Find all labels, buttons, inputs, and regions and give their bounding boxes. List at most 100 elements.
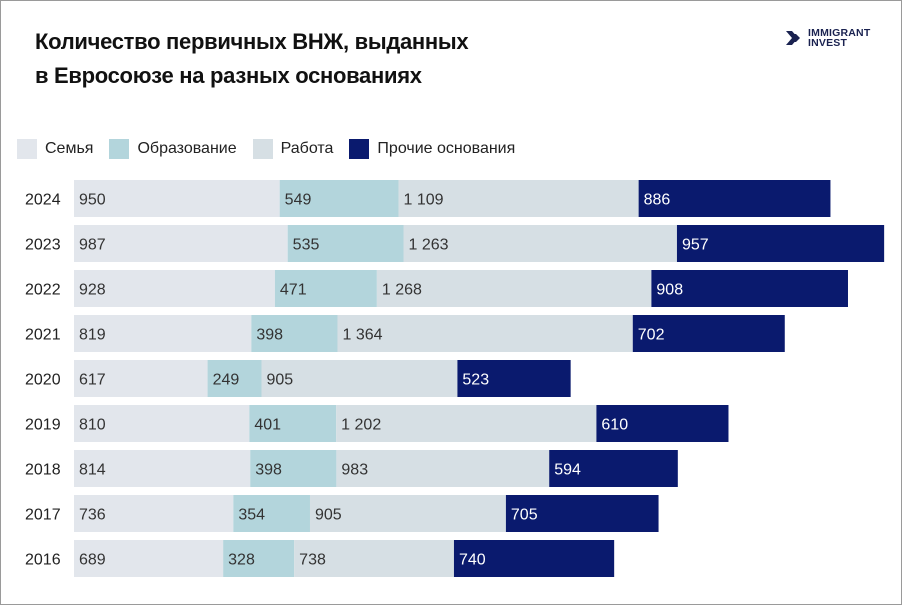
legend: Семья Образование Работа Прочие основани… — [17, 139, 531, 159]
category-label: 2022 — [25, 282, 61, 299]
category-label: 2020 — [25, 372, 61, 389]
category-label: 2016 — [25, 552, 61, 569]
data-label: 401 — [254, 417, 281, 434]
bar-segment — [596, 405, 729, 442]
bar-segment — [505, 495, 659, 532]
bar-segment — [336, 450, 550, 487]
data-label: 354 — [238, 507, 265, 524]
bar-segment — [638, 180, 831, 217]
data-label: 702 — [638, 327, 665, 344]
data-label: 535 — [293, 237, 320, 254]
data-label: 398 — [256, 327, 283, 344]
legend-swatch — [109, 139, 130, 159]
title-line-1: Количество первичных ВНЖ, выданных — [35, 29, 469, 54]
bar-segment — [207, 360, 262, 397]
data-label: 689 — [79, 552, 106, 569]
bar-segment — [337, 315, 633, 352]
data-label: 594 — [554, 462, 581, 479]
data-label: 810 — [79, 417, 106, 434]
data-label: 814 — [79, 462, 106, 479]
bar-segment — [233, 495, 310, 532]
legend-label: Семья — [45, 140, 94, 157]
bar-segment — [74, 540, 224, 577]
chart-title: Количество первичных ВНЖ, выданных в Евр… — [35, 25, 469, 93]
data-label: 523 — [462, 372, 489, 389]
data-label: 1 263 — [409, 237, 449, 254]
bar-segment — [223, 540, 295, 577]
title-line-2: в Евросоюзе на разных основаниях — [35, 63, 422, 88]
data-label: 398 — [255, 462, 282, 479]
data-label: 819 — [79, 327, 106, 344]
bar-segment — [274, 270, 377, 307]
data-label: 1 202 — [341, 417, 381, 434]
data-label: 736 — [79, 507, 106, 524]
bar-segment — [249, 405, 337, 442]
data-label: 249 — [213, 372, 240, 389]
legend-label: Образование — [137, 140, 237, 157]
bar-segment — [309, 495, 506, 532]
data-label: 950 — [79, 192, 106, 209]
bar-segment — [251, 315, 338, 352]
bar-segment — [74, 405, 250, 442]
category-label: 2018 — [25, 462, 61, 479]
logo-chevron-icon — [786, 31, 800, 45]
data-label: 617 — [79, 372, 106, 389]
data-label: 886 — [644, 192, 671, 209]
bar-segment — [453, 540, 615, 577]
legend-swatch — [17, 139, 37, 159]
legend-item-education: Образование — [109, 139, 237, 159]
category-label: 2021 — [25, 327, 61, 344]
bar-segment — [549, 450, 678, 487]
data-label: 705 — [511, 507, 538, 524]
bar-segment — [676, 225, 885, 262]
legend-item-work: Работа — [252, 139, 334, 159]
logo-line-1: IMMIGRANT — [808, 27, 871, 39]
bar-segment — [294, 540, 454, 577]
bar-segment — [74, 225, 288, 262]
bar-segment — [74, 450, 251, 487]
data-label: 957 — [682, 237, 709, 254]
data-label: 740 — [459, 552, 486, 569]
data-label: 987 — [79, 237, 106, 254]
category-label: 2024 — [25, 192, 61, 209]
bar-segment — [457, 360, 571, 397]
logo: IMMIGRANT INVEST — [785, 28, 870, 48]
data-label: 928 — [79, 282, 106, 299]
legend-item-family: Семья — [17, 139, 93, 159]
legend-swatch — [349, 139, 370, 159]
category-label: 2019 — [25, 417, 61, 434]
data-label: 738 — [299, 552, 326, 569]
category-label: 2023 — [25, 237, 61, 254]
legend-item-other: Прочие основания — [349, 139, 515, 159]
bar-segment — [74, 360, 208, 397]
bar-segment — [261, 360, 458, 397]
bar-segment — [74, 495, 234, 532]
legend-label: Прочие основания — [377, 140, 516, 157]
legend-label: Работа — [280, 140, 334, 157]
data-label: 1 364 — [342, 327, 382, 344]
data-label: 908 — [656, 282, 683, 299]
data-label: 328 — [228, 552, 255, 569]
bar-segment — [287, 225, 404, 262]
data-label: 983 — [341, 462, 368, 479]
bar-segment — [403, 225, 677, 262]
data-label: 905 — [266, 372, 293, 389]
data-label: 905 — [315, 507, 342, 524]
data-label: 1 268 — [382, 282, 422, 299]
data-label: 549 — [285, 192, 312, 209]
data-label: 610 — [601, 417, 628, 434]
bar-segment — [336, 405, 597, 442]
bar-segment — [74, 315, 252, 352]
category-label: 2017 — [25, 507, 61, 524]
bar-segment — [74, 270, 275, 307]
bar-segment — [250, 450, 337, 487]
data-label: 1 109 — [404, 192, 444, 209]
bar-segment — [279, 180, 399, 217]
bar-segment — [398, 180, 639, 217]
data-label: 471 — [280, 282, 307, 299]
bar-segment — [651, 270, 848, 307]
logo-line-2: INVEST — [808, 37, 848, 49]
bar-segment — [376, 270, 652, 307]
bar-segment — [632, 315, 785, 352]
